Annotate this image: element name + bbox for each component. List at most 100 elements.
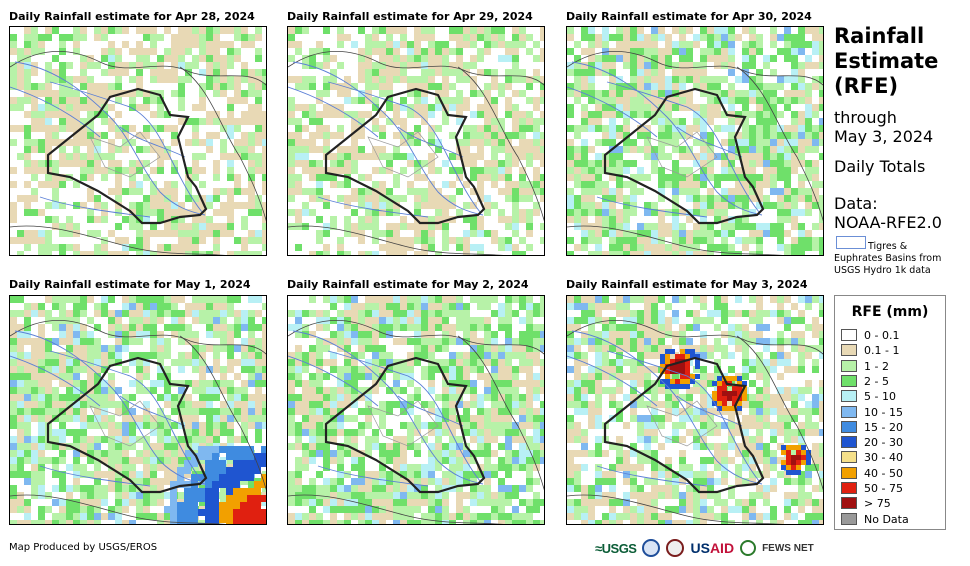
basin-outline	[596, 465, 708, 487]
heavy-rain-zone	[170, 446, 266, 524]
country-boundary	[10, 225, 227, 255]
basin-outline	[39, 465, 151, 487]
through-date: May 3, 2024	[834, 127, 934, 146]
legend-label: No Data	[864, 512, 909, 526]
legend-swatch	[841, 466, 857, 479]
country-boundary	[457, 66, 544, 222]
legend-item: 30 - 40	[841, 450, 945, 465]
legend-swatch	[841, 420, 857, 433]
legend-item: 50 - 75	[841, 481, 945, 496]
rainfall-cells	[288, 27, 544, 255]
legend-item: 5 - 10	[841, 389, 945, 404]
basin-outline	[397, 395, 464, 427]
legend-item: 2 - 5	[841, 374, 945, 389]
country-boundary	[457, 335, 544, 491]
rainfall-cells	[10, 27, 266, 255]
basin-outline	[676, 395, 743, 427]
fews-globe-icon	[740, 540, 757, 556]
legend-item: 1 - 2	[841, 359, 945, 374]
legend-label: 15 - 20	[864, 420, 903, 434]
basin-outline	[317, 465, 429, 487]
iraq-border	[46, 356, 208, 494]
legend-item: 0.1 - 1	[841, 343, 945, 358]
legend-item: > 75	[841, 496, 945, 511]
country-boundary	[567, 225, 784, 255]
country-boundary	[288, 225, 505, 255]
legend-swatch	[841, 451, 857, 464]
basin-outline	[567, 86, 658, 138]
legend-item: No Data	[841, 512, 945, 527]
basin-outline	[606, 81, 760, 213]
footer-credit: Map Produced by USGS/EROS	[9, 542, 158, 553]
iraq-border	[603, 87, 765, 225]
map-title: Rainfall Estimate (RFE)	[834, 24, 938, 99]
rainfall-cells	[288, 296, 544, 524]
country-boundary	[288, 494, 505, 524]
usgs-logo: ≈USGS	[595, 540, 637, 556]
map-title-line1: Rainfall	[834, 24, 925, 48]
panel-title-2: Daily Rainfall estimate for Apr 29, 2024	[287, 10, 533, 23]
basin-outline	[397, 126, 464, 158]
legend-swatch	[841, 374, 857, 387]
country-boundary	[567, 319, 823, 355]
basin-legend-line2: Euphrates Basins from	[834, 253, 942, 264]
iraq-border	[324, 356, 486, 494]
basin-legend-line1: Tigres &	[868, 241, 908, 252]
usaid-logo-aid: AID	[709, 540, 735, 556]
basin-outline	[119, 126, 186, 158]
data-source: NOAA-RFE2.0	[834, 213, 942, 232]
noaa-seal-icon	[642, 539, 661, 557]
country-boundary	[179, 335, 266, 491]
country-boundary	[736, 66, 823, 222]
legend-swatch	[841, 344, 857, 357]
basin-outline	[288, 355, 379, 407]
province-boundary	[89, 131, 161, 178]
rainfall-cells	[567, 296, 823, 524]
country-boundary	[179, 66, 266, 222]
basin-outline	[119, 395, 186, 427]
country-boundary	[10, 50, 266, 86]
partner-logos: ≈USGS USAID FEWS NET	[595, 536, 814, 560]
legend-label: 20 - 30	[864, 436, 903, 450]
map-title-line3: (RFE)	[834, 74, 899, 98]
country-boundary	[288, 319, 544, 355]
heavy-rain-zone	[660, 349, 811, 475]
basin-outline	[327, 350, 481, 482]
legend-item: 20 - 30	[841, 435, 945, 450]
data-label: Data:	[834, 194, 878, 213]
basin-outline	[567, 355, 658, 407]
country-boundary	[288, 50, 544, 86]
legend-label: 50 - 75	[864, 482, 903, 495]
basin-outline	[317, 196, 429, 218]
country-boundary	[567, 50, 823, 86]
legend-label: 0 - 0.1	[864, 329, 900, 342]
province-boundary	[367, 131, 439, 178]
legend-label: 5 - 10	[864, 390, 896, 404]
rainfall-map-2	[287, 26, 545, 256]
nasa-seal-icon	[666, 539, 685, 557]
iraq-border	[603, 356, 765, 494]
fews-net-logo: FEWS NET	[762, 542, 814, 554]
legend-label: 2 - 5	[864, 374, 889, 388]
province-boundary	[89, 400, 161, 447]
legend-label: 10 - 15	[864, 405, 903, 419]
legend-swatch	[841, 497, 857, 510]
legend-swatch	[841, 390, 857, 403]
legend-item: 10 - 15	[841, 405, 945, 420]
iraq-border	[324, 87, 486, 225]
rainfall-map-5	[287, 295, 545, 525]
legend-swatch	[841, 359, 857, 372]
province-boundary	[646, 400, 718, 447]
country-boundary	[736, 335, 823, 491]
panel-title-5: Daily Rainfall estimate for May 2, 2024	[287, 278, 529, 291]
usaid-logo: USAID	[690, 540, 734, 556]
province-boundary	[367, 400, 439, 447]
rainfall-map-3	[566, 26, 824, 256]
rainfall-map-4	[9, 295, 267, 525]
panel-title-3: Daily Rainfall estimate for Apr 30, 2024	[566, 10, 812, 23]
totals-label: Daily Totals	[834, 157, 926, 176]
basin-outline	[49, 81, 203, 213]
usaid-logo-us: US	[690, 540, 710, 556]
basin-outline	[10, 86, 101, 138]
